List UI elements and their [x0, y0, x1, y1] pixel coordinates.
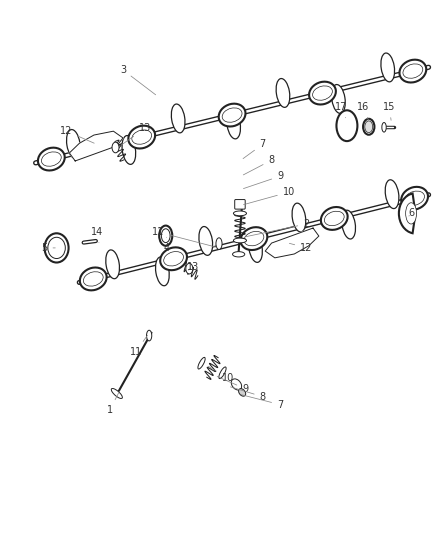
Ellipse shape [406, 203, 417, 224]
Polygon shape [265, 228, 319, 258]
Ellipse shape [38, 148, 65, 171]
Ellipse shape [239, 389, 246, 396]
Ellipse shape [67, 130, 80, 158]
Text: 11: 11 [130, 335, 148, 357]
Ellipse shape [401, 187, 428, 209]
Text: 15: 15 [383, 102, 396, 120]
Ellipse shape [382, 123, 386, 132]
FancyBboxPatch shape [235, 199, 245, 209]
Text: 12: 12 [60, 126, 94, 143]
Text: 9: 9 [217, 376, 248, 394]
Ellipse shape [112, 142, 119, 153]
Text: 16: 16 [357, 102, 369, 120]
Ellipse shape [342, 210, 356, 239]
Ellipse shape [231, 379, 242, 390]
Ellipse shape [171, 104, 185, 133]
Text: 14: 14 [91, 227, 103, 243]
Ellipse shape [219, 367, 226, 378]
Ellipse shape [219, 104, 245, 126]
Text: 13: 13 [121, 123, 151, 146]
Ellipse shape [336, 110, 357, 141]
Ellipse shape [122, 135, 136, 164]
Text: 4: 4 [163, 237, 170, 253]
Text: 8: 8 [230, 387, 266, 402]
Ellipse shape [405, 191, 424, 206]
Text: 8: 8 [243, 155, 275, 175]
Ellipse shape [164, 252, 184, 266]
Ellipse shape [159, 225, 172, 246]
Ellipse shape [240, 227, 267, 250]
Ellipse shape [198, 358, 205, 369]
Ellipse shape [292, 203, 306, 232]
Ellipse shape [45, 233, 69, 263]
Ellipse shape [186, 263, 193, 274]
Text: 9: 9 [244, 171, 283, 189]
Ellipse shape [227, 110, 240, 139]
Ellipse shape [199, 227, 212, 255]
Ellipse shape [399, 60, 426, 83]
Ellipse shape [233, 211, 247, 216]
Text: 12: 12 [290, 243, 312, 253]
Polygon shape [69, 131, 123, 161]
Text: 7: 7 [243, 139, 266, 159]
Text: 10: 10 [208, 366, 234, 383]
Ellipse shape [363, 119, 374, 135]
Text: 5: 5 [41, 243, 55, 253]
Ellipse shape [313, 86, 332, 100]
Ellipse shape [233, 252, 245, 257]
Text: 6: 6 [408, 208, 414, 219]
Ellipse shape [111, 389, 122, 399]
Ellipse shape [216, 238, 222, 249]
Text: 7: 7 [241, 395, 283, 410]
Text: 1: 1 [107, 391, 120, 415]
Ellipse shape [321, 207, 348, 230]
Ellipse shape [83, 272, 103, 286]
Text: 11: 11 [152, 227, 216, 247]
Ellipse shape [332, 85, 345, 114]
Wedge shape [399, 193, 416, 233]
Ellipse shape [276, 78, 290, 107]
Ellipse shape [106, 250, 120, 279]
Ellipse shape [222, 108, 242, 122]
Ellipse shape [147, 330, 152, 341]
Ellipse shape [365, 121, 373, 133]
Ellipse shape [249, 233, 262, 262]
Ellipse shape [128, 126, 155, 149]
Ellipse shape [233, 238, 247, 243]
Ellipse shape [132, 130, 152, 144]
Ellipse shape [48, 237, 65, 259]
Ellipse shape [244, 231, 264, 246]
Text: 17: 17 [335, 102, 347, 118]
Text: 3: 3 [120, 65, 155, 95]
Ellipse shape [403, 64, 423, 78]
Ellipse shape [160, 247, 187, 270]
Text: 2: 2 [246, 219, 310, 237]
Text: 10: 10 [244, 187, 295, 205]
Ellipse shape [155, 257, 169, 286]
Ellipse shape [80, 268, 106, 290]
Ellipse shape [381, 53, 395, 82]
Ellipse shape [309, 82, 336, 104]
Ellipse shape [42, 152, 61, 166]
Ellipse shape [385, 180, 399, 208]
Ellipse shape [161, 229, 170, 243]
Ellipse shape [325, 211, 344, 225]
Text: 13: 13 [187, 262, 199, 271]
